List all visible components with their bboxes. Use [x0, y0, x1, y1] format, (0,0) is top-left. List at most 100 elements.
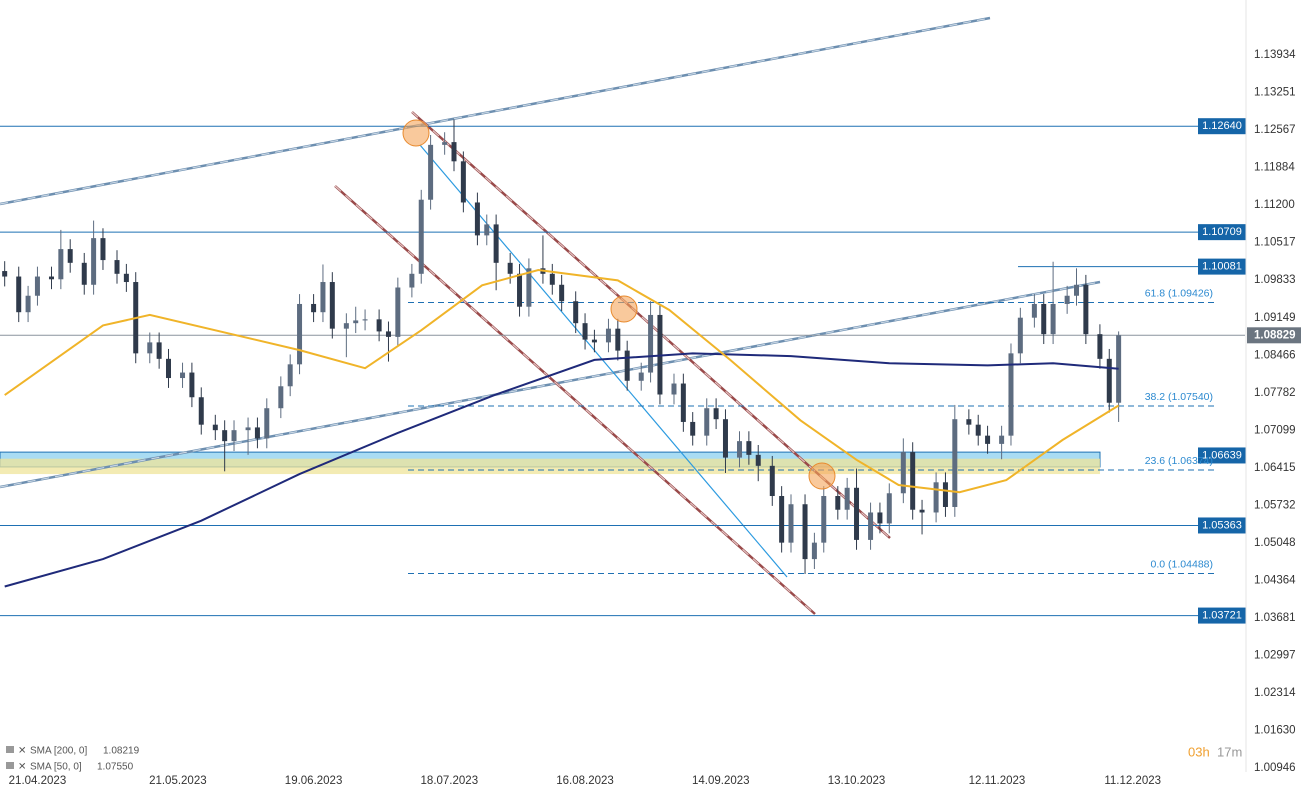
y-tick-label: 1.07782: [1254, 387, 1296, 399]
candle-body: [165, 358, 171, 379]
candle-body: [16, 276, 22, 313]
level-badge: [1198, 517, 1246, 534]
legend-icon: ✕: [18, 762, 26, 773]
candle-body: [942, 482, 948, 507]
candle-body: [573, 301, 579, 324]
highlight: [402, 119, 430, 147]
candle-body: [147, 342, 153, 354]
channel-line-dash: [411, 111, 891, 539]
candle-body: [460, 161, 466, 203]
candle-body: [769, 465, 775, 497]
candle-body: [999, 435, 1005, 444]
candle-body: [114, 260, 120, 274]
candle-body: [835, 496, 841, 510]
candle-body: [395, 287, 401, 337]
candle-body: [811, 542, 817, 560]
legend-icon: ✕: [18, 746, 26, 757]
candle-body: [671, 383, 677, 395]
candle-body: [451, 142, 457, 162]
candle-body: [343, 323, 349, 329]
candle-body: [886, 493, 892, 524]
x-tick-label: 19.06.2023: [285, 775, 343, 787]
candle-body: [493, 224, 499, 263]
candle-body: [526, 268, 532, 307]
current-price-badge: [1247, 327, 1301, 344]
candle-body: [919, 509, 925, 513]
x-tick-label: 16.08.2023: [556, 775, 614, 787]
candle-body: [624, 350, 630, 381]
y-tick-label: 1.09833: [1254, 274, 1296, 286]
candle-body: [868, 512, 874, 540]
legend-icon: [6, 762, 14, 769]
fib-label: 0.0 (1.04488): [1151, 558, 1213, 570]
candle-body: [1074, 284, 1080, 296]
candle-body: [952, 419, 958, 507]
timer-minutes: 17m: [1217, 744, 1242, 759]
y-tick-label: 1.10517: [1254, 237, 1296, 249]
candle-body: [254, 427, 260, 439]
y-tick-label: 1.09149: [1254, 312, 1296, 324]
candle-body: [779, 496, 785, 543]
candle-body: [1041, 303, 1047, 335]
candle-body: [1008, 353, 1014, 436]
candle-body: [418, 199, 424, 274]
candle-body: [198, 397, 204, 425]
candle-body: [648, 314, 654, 373]
x-tick-label: 12.11.2023: [969, 775, 1026, 787]
candle-body: [802, 504, 808, 560]
legend-value: 1.07550: [97, 762, 134, 773]
candle-body: [278, 386, 284, 409]
y-tick-label: 1.03681: [1254, 612, 1296, 624]
fib-label: 38.2 (1.07540): [1145, 391, 1213, 403]
level-label: 1.12640: [1202, 120, 1242, 132]
candle-body: [854, 487, 860, 540]
y-tick-label: 1.05048: [1254, 537, 1296, 549]
candle-body: [1116, 335, 1122, 403]
x-tick-label: 21.05.2023: [149, 775, 207, 787]
candle-body: [549, 273, 555, 285]
x-tick-label: 14.09.2023: [692, 775, 750, 787]
candle-body: [264, 408, 270, 439]
candle-body: [353, 320, 359, 324]
x-tick-label: 13.10.2023: [828, 775, 886, 787]
candle-body: [844, 487, 850, 510]
y-tick-label: 1.07099: [1254, 424, 1296, 436]
candle-body: [1017, 317, 1023, 354]
candle-body: [966, 419, 972, 425]
candle-body: [517, 273, 523, 307]
legend-value: 1.08219: [103, 746, 140, 757]
candle-body: [189, 372, 195, 398]
candle-body: [877, 512, 883, 524]
y-tick-label: 1.08466: [1254, 349, 1296, 361]
candle-body: [821, 496, 827, 543]
level-label: 1.10709: [1202, 226, 1242, 238]
candle-body: [788, 504, 794, 543]
y-tick-label: 1.11884: [1254, 162, 1295, 174]
y-tick-label: 1.05732: [1254, 499, 1296, 511]
candle-body: [582, 323, 588, 340]
candle-body: [975, 424, 981, 436]
candle-body: [985, 435, 991, 444]
y-tick-label: 1.02314: [1254, 687, 1296, 699]
candle-body: [409, 273, 415, 288]
candle-body: [329, 282, 335, 329]
candle-body: [180, 372, 186, 379]
y-tick-label: 1.04364: [1254, 574, 1296, 586]
candle-body: [231, 430, 237, 442]
highlight: [808, 462, 836, 490]
candle-body: [474, 202, 480, 236]
current-price-label: 1.08829: [1254, 329, 1296, 341]
level-label: 1.05363: [1202, 519, 1242, 531]
fib-label: 23.6 (1.06374): [1145, 455, 1213, 467]
candle-body: [680, 383, 686, 422]
legend-name: SMA [200, 0]: [30, 746, 87, 757]
candle-body: [123, 273, 129, 283]
fib-trend: [419, 144, 788, 578]
candle-body: [442, 142, 448, 145]
candle-body: [212, 424, 218, 431]
candle-body: [297, 303, 303, 365]
candle-body: [1097, 334, 1103, 359]
candle-body: [245, 427, 251, 431]
candle-body: [1050, 303, 1056, 335]
